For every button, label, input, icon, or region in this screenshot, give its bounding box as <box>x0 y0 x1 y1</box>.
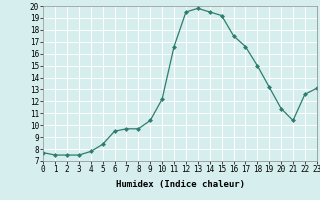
X-axis label: Humidex (Indice chaleur): Humidex (Indice chaleur) <box>116 180 244 189</box>
